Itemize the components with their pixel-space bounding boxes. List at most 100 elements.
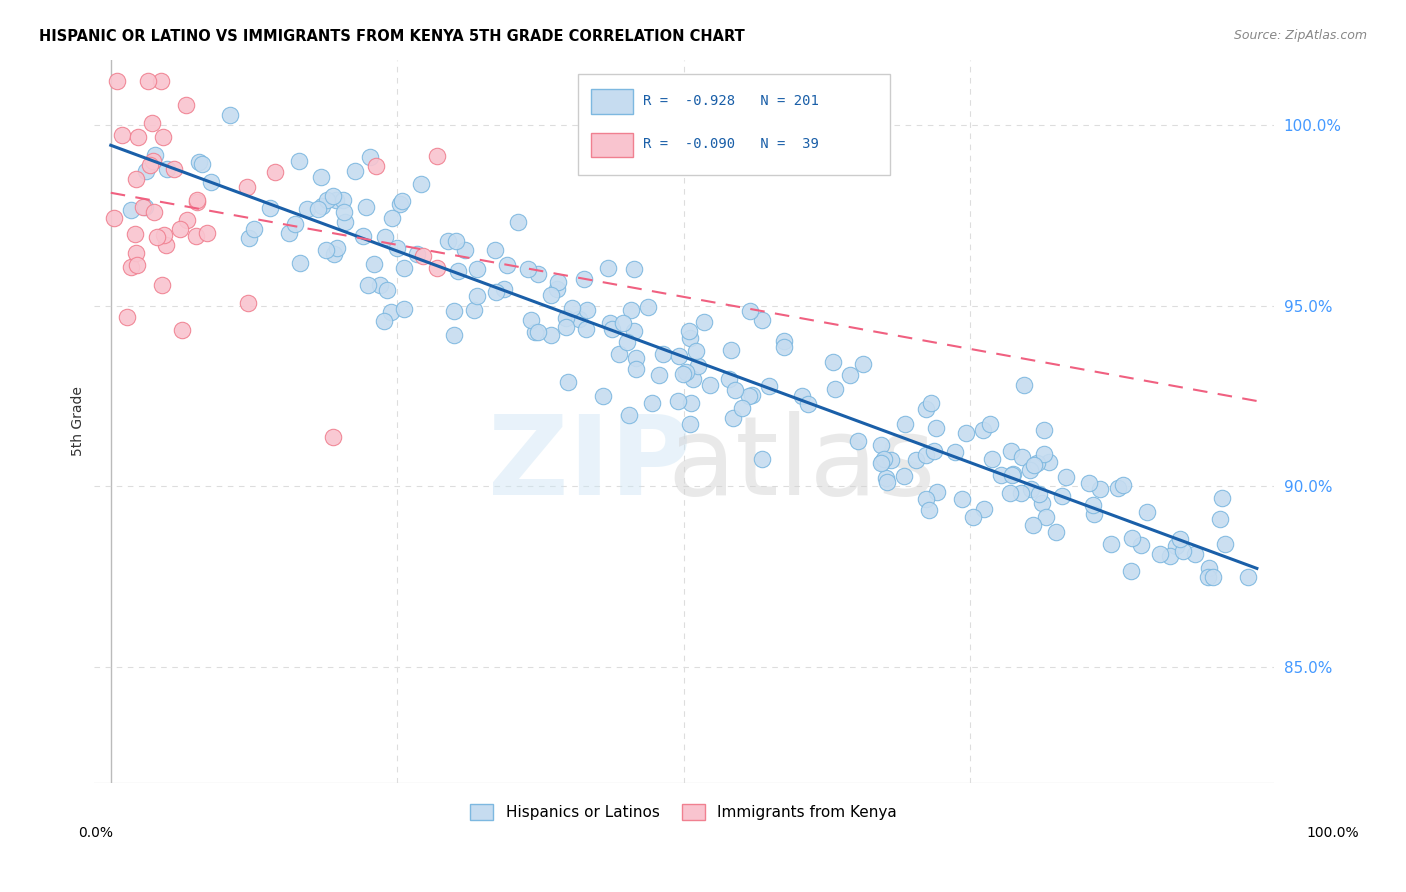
Point — [1028, 486, 1050, 500]
Point — [311, 199, 333, 213]
Point — [568, 312, 591, 326]
Point — [1045, 525, 1067, 540]
Point — [955, 425, 977, 440]
Point — [720, 343, 742, 357]
Point — [685, 343, 707, 358]
Point — [150, 278, 173, 293]
Point — [380, 305, 402, 319]
Point — [357, 278, 380, 293]
Point — [1213, 536, 1236, 550]
Point — [572, 272, 595, 286]
Point — [922, 444, 945, 458]
Point — [527, 325, 550, 339]
Point — [1121, 531, 1143, 545]
Point — [1149, 547, 1171, 561]
Point — [374, 230, 396, 244]
Point — [623, 262, 645, 277]
Point — [555, 311, 578, 326]
Point — [972, 423, 994, 437]
Point — [364, 159, 387, 173]
Point — [915, 448, 938, 462]
Point — [139, 158, 162, 172]
Point — [405, 247, 427, 261]
Point — [176, 212, 198, 227]
Point — [412, 249, 434, 263]
Point — [731, 401, 754, 416]
Point — [894, 417, 917, 432]
Point — [200, 175, 222, 189]
Point — [141, 115, 163, 129]
Point — [1001, 467, 1024, 482]
Point — [1056, 470, 1078, 484]
Point — [616, 335, 638, 350]
Point — [411, 177, 433, 191]
Point — [155, 161, 177, 176]
Point — [540, 328, 562, 343]
Point — [679, 331, 702, 345]
Point — [135, 164, 157, 178]
Point — [443, 304, 465, 318]
Point — [188, 155, 211, 169]
Point — [925, 484, 948, 499]
Point — [315, 193, 337, 207]
Point — [484, 243, 506, 257]
Point — [717, 372, 740, 386]
Point — [738, 304, 761, 318]
Point — [297, 202, 319, 217]
Point — [1011, 450, 1033, 465]
Point — [1159, 549, 1181, 563]
Y-axis label: 5th Grade: 5th Grade — [72, 386, 86, 456]
Point — [1001, 467, 1024, 482]
FancyBboxPatch shape — [578, 74, 890, 176]
Point — [392, 302, 415, 317]
Point — [134, 201, 156, 215]
Point — [599, 316, 621, 330]
Point — [311, 170, 333, 185]
Point — [162, 161, 184, 176]
Point — [124, 227, 146, 241]
Point — [1032, 447, 1054, 461]
Point — [741, 387, 763, 401]
Point — [1078, 475, 1101, 490]
Point — [600, 322, 623, 336]
Text: ZIP: ZIP — [488, 411, 692, 518]
Point — [326, 241, 349, 255]
Point — [343, 164, 366, 178]
FancyBboxPatch shape — [591, 133, 633, 157]
Point — [354, 200, 377, 214]
Point — [1026, 456, 1049, 470]
Point — [1237, 570, 1260, 584]
Point — [540, 287, 562, 301]
Point — [120, 203, 142, 218]
Point — [1164, 539, 1187, 553]
Point — [648, 368, 671, 382]
Point — [519, 312, 541, 326]
Point — [136, 74, 159, 88]
Point — [721, 411, 744, 425]
Text: atlas: atlas — [668, 411, 936, 518]
Point — [186, 193, 208, 207]
Point — [152, 228, 174, 243]
Point — [1168, 533, 1191, 547]
Point — [693, 315, 716, 329]
Point — [641, 396, 664, 410]
Point — [465, 262, 488, 277]
Point — [1024, 458, 1046, 472]
Point — [554, 319, 576, 334]
Text: R =  -0.090   N =  39: R = -0.090 N = 39 — [643, 137, 818, 152]
Point — [617, 408, 640, 422]
Point — [1012, 377, 1035, 392]
Point — [236, 180, 259, 194]
Point — [1033, 423, 1056, 437]
Point — [773, 340, 796, 354]
Point — [111, 128, 134, 142]
Point — [846, 434, 869, 449]
Point — [699, 378, 721, 392]
Point — [278, 227, 301, 241]
Point — [561, 301, 583, 315]
Point — [125, 258, 148, 272]
Point — [307, 202, 329, 216]
Point — [675, 365, 697, 379]
Point — [592, 389, 614, 403]
Point — [332, 204, 354, 219]
